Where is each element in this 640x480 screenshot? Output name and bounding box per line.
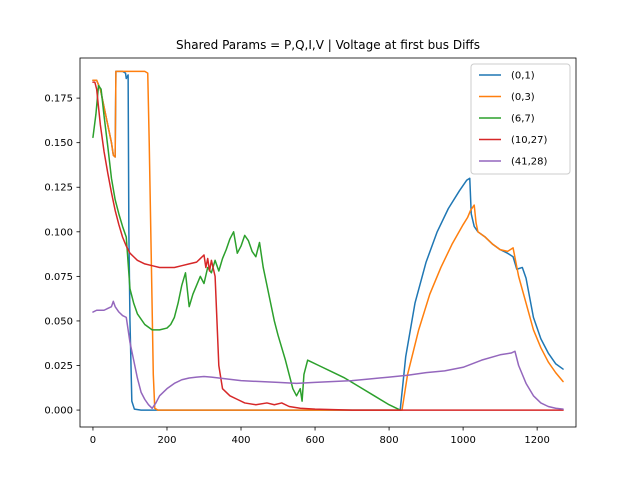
legend-label-1: (0,3) xyxy=(511,92,535,103)
y-tick-label: 0.150 xyxy=(44,138,73,149)
y-tick-label: 0.075 xyxy=(44,272,73,283)
x-tick-label: 400 xyxy=(231,435,250,446)
legend: (0,1) (0,3) (6,7) (10,27) (41,28) xyxy=(470,63,571,175)
x-tick-label: 1200 xyxy=(524,435,549,446)
y-axis: 0.000 0.025 0.050 0.075 0.100 0.125 0.150 0.175 xyxy=(44,94,80,417)
x-tick-label: 1000 xyxy=(450,435,475,446)
legend-label-0: (0,1) xyxy=(511,71,535,82)
y-tick-label: 0.050 xyxy=(44,316,73,327)
chart-title: Shared Params = P,Q,I,V | Voltage at fir… xyxy=(176,38,480,52)
y-tick-label: 0.100 xyxy=(44,227,73,238)
y-tick-label: 0.125 xyxy=(44,183,73,194)
series-line-2 xyxy=(92,84,401,411)
series-line-3 xyxy=(92,81,564,411)
plot-lines xyxy=(92,70,564,411)
plot-frame xyxy=(79,57,577,428)
legend-label-3: (10,27) xyxy=(511,135,548,146)
legend-box xyxy=(470,63,571,175)
legend-label-2: (6,7) xyxy=(511,114,535,125)
x-tick-label: 800 xyxy=(380,435,399,446)
x-tick-label: 200 xyxy=(157,435,176,446)
y-tick-label: 0.025 xyxy=(44,361,73,372)
y-tick-label: 0.000 xyxy=(44,406,73,417)
x-axis: 0 200 400 600 800 1000 1200 xyxy=(90,427,550,446)
y-tick-label: 0.175 xyxy=(44,94,73,105)
series-line-4 xyxy=(92,300,564,410)
legend-label-4: (41,28) xyxy=(511,157,548,168)
x-tick-label: 600 xyxy=(305,435,324,446)
x-tick-label: 0 xyxy=(90,435,96,446)
